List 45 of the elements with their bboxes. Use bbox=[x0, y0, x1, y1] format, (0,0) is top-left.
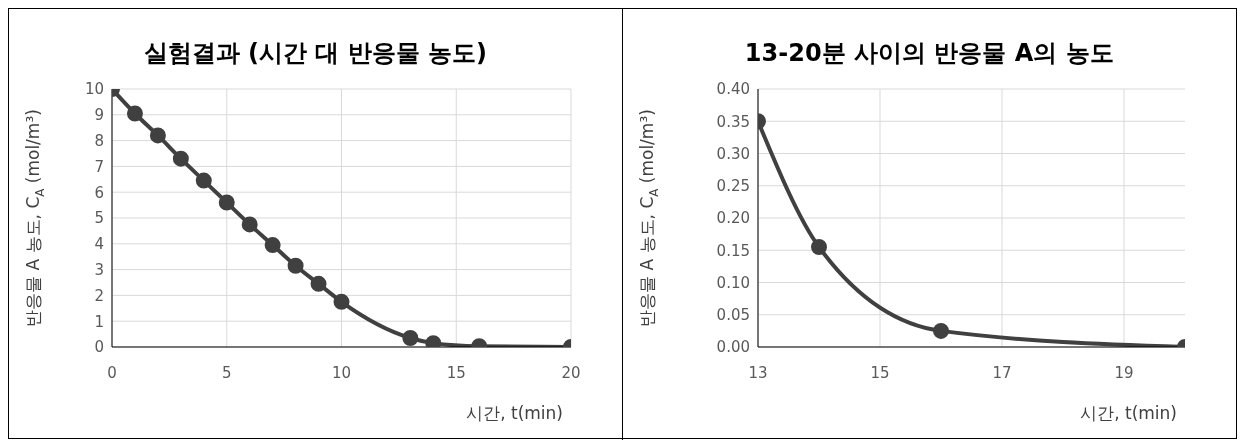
point bbox=[333, 293, 350, 310]
y-tick-label: 10 bbox=[84, 80, 104, 99]
x-tick-label: 19 bbox=[1113, 363, 1134, 382]
y-tick-label: 7 bbox=[94, 157, 104, 176]
y-tick-label: 0 bbox=[94, 338, 104, 357]
x-axis-title: 시간, t(min) bbox=[1079, 403, 1177, 423]
x-tick-label: 0 bbox=[107, 363, 117, 382]
point bbox=[425, 335, 442, 347]
point bbox=[241, 216, 258, 233]
y-tick-label: 0.30 bbox=[716, 144, 750, 163]
point bbox=[126, 105, 143, 122]
y-tick-label: 2 bbox=[94, 286, 104, 305]
x-tick-label: 13 bbox=[747, 363, 768, 382]
point bbox=[195, 172, 212, 189]
y-tick-label: 4 bbox=[94, 235, 104, 254]
x-tick-label: 15 bbox=[446, 363, 466, 382]
x-tick-label: 20 bbox=[561, 363, 581, 382]
y-tick-label: 0.20 bbox=[716, 209, 750, 228]
y-tick-label: 0.05 bbox=[716, 306, 750, 325]
y-tick-label: 8 bbox=[94, 131, 104, 150]
x-axis-title: 시간, t(min) bbox=[466, 403, 563, 423]
x-tick-label: 10 bbox=[331, 363, 352, 382]
point bbox=[149, 127, 166, 144]
y-tick-label: 1 bbox=[94, 312, 104, 331]
y-tick-label: 5 bbox=[94, 209, 104, 228]
chart-title: 13-20분 사이의 반응물 A의 농도 bbox=[743, 38, 1115, 69]
point bbox=[218, 194, 235, 211]
point bbox=[287, 257, 304, 274]
x-tick-label: 17 bbox=[991, 363, 1012, 382]
y-tick-label: 6 bbox=[94, 183, 104, 202]
point bbox=[310, 275, 327, 292]
point bbox=[402, 329, 419, 346]
y-tick-label: 9 bbox=[94, 106, 104, 125]
y-tick-label: 0.00 bbox=[716, 338, 750, 357]
y-tick-label: 0.35 bbox=[716, 112, 750, 131]
point bbox=[264, 237, 281, 254]
y-tick-label: 0.40 bbox=[716, 80, 750, 99]
x-tick-label: 15 bbox=[869, 363, 890, 382]
chart-title: 실험결과 (시간 대 반응물 농도) bbox=[142, 38, 488, 69]
y-tick-label: 0.10 bbox=[716, 273, 750, 292]
y-tick-label: 0.15 bbox=[716, 241, 750, 260]
y-tick-label: 3 bbox=[94, 260, 104, 279]
x-tick-label: 5 bbox=[221, 363, 232, 382]
y-tick-label: 0.25 bbox=[716, 177, 750, 196]
point bbox=[172, 150, 189, 167]
